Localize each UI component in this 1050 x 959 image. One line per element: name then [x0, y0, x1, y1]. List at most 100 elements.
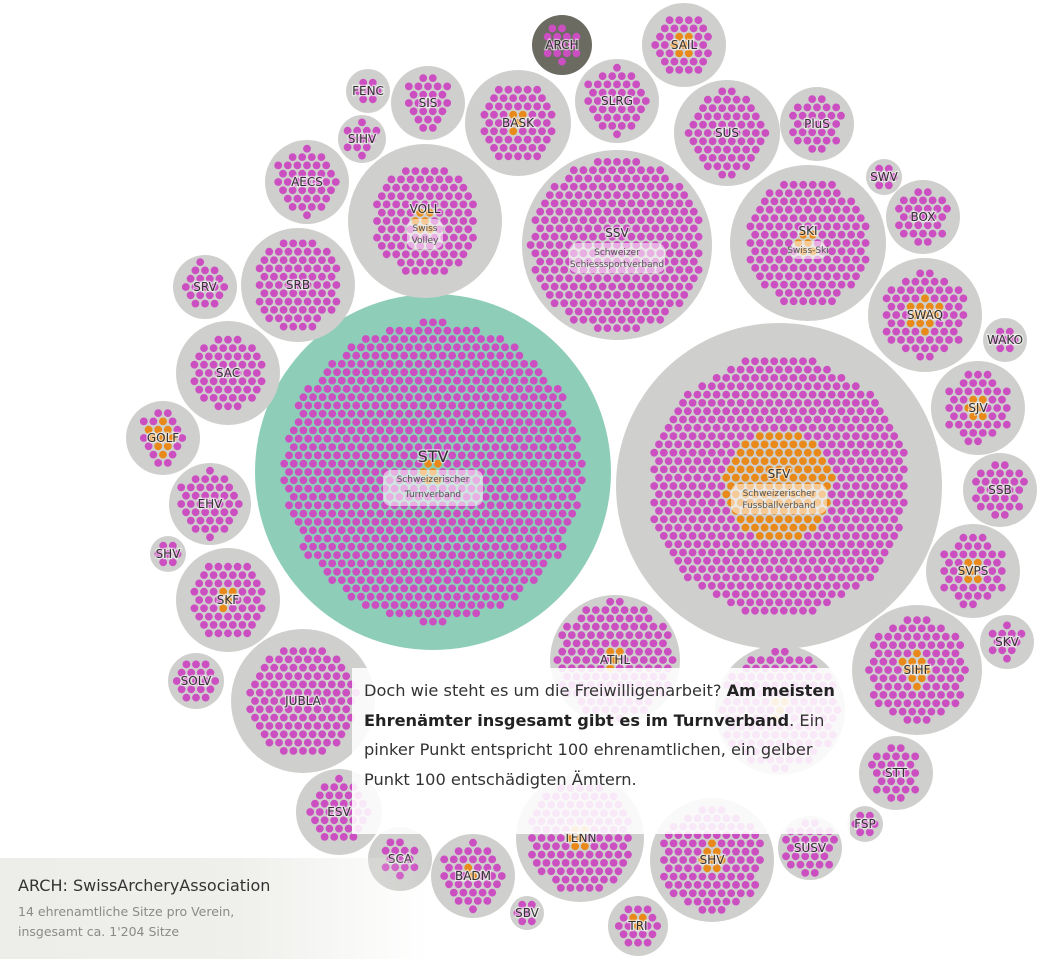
pink-dot-stv: [333, 401, 341, 410]
pink-dot-stv: [395, 443, 404, 451]
pink-dot-stv: [462, 509, 471, 518]
pink-dot-tenn: [571, 875, 580, 884]
pink-dot-stv: [371, 551, 380, 559]
bubble-swaq[interactable]: SWAQ: [868, 258, 982, 372]
bubble-tri[interactable]: TRI: [608, 896, 668, 956]
pink-dot-susv: [810, 869, 819, 877]
bubble-sihf[interactable]: SIHF: [852, 605, 982, 735]
pink-dot-ssb: [976, 469, 985, 478]
pink-dot-stv: [371, 484, 380, 493]
bubble-aecs[interactable]: AECS: [265, 140, 349, 224]
pink-dot-stv: [496, 434, 505, 443]
pink-dot-slrg: [589, 88, 597, 97]
bubble-svps[interactable]: SVPS: [926, 524, 1020, 618]
bubble-bask[interactable]: BASK: [465, 70, 571, 176]
pink-dot-ssv: [622, 191, 631, 200]
pink-dot-sfv: [813, 365, 822, 374]
pink-dot-shv: [751, 864, 760, 873]
pink-dot-sfv: [842, 399, 851, 407]
bubble-jubla[interactable]: JUBLA: [231, 629, 375, 773]
bubble-sus[interactable]: SUS: [674, 80, 780, 186]
bubble-plus[interactable]: PluS: [780, 87, 854, 161]
pink-dot-stv: [381, 434, 389, 443]
bubble-swv[interactable]: SWV: [866, 159, 902, 195]
pink-dot-ski: [780, 180, 788, 189]
pink-dot-svps: [983, 592, 992, 600]
bubble-sbv[interactable]: SBV: [510, 896, 544, 930]
pink-dot-sfv: [703, 540, 711, 549]
pink-dot-swaq: [882, 311, 891, 319]
pink-dot-stv: [333, 385, 341, 393]
pink-dot-stv: [347, 343, 356, 352]
pink-dot-stv: [385, 559, 394, 568]
pink-dot-stv: [505, 351, 514, 360]
orange-dot-sfv: [760, 457, 769, 465]
pink-dot-stv: [371, 518, 380, 526]
pink-dot-jubla: [294, 688, 303, 697]
orange-dot-sihf: [917, 657, 926, 666]
bubble-srb[interactable]: SRB: [241, 228, 355, 342]
bubble-arch[interactable]: ARCH: [532, 15, 592, 75]
pink-dot-voll: [445, 208, 453, 217]
bubble-solv[interactable]: SOLV: [168, 653, 224, 709]
bubble-stt[interactable]: STT: [859, 736, 933, 810]
bubble-srv[interactable]: SRV: [173, 255, 237, 319]
bubble-sjv[interactable]: SJV: [931, 361, 1025, 455]
bubble-ehv[interactable]: EHV: [169, 463, 251, 545]
pink-dot-sfv: [875, 423, 884, 432]
pink-dot-ssv: [675, 266, 684, 274]
pink-dot-sail: [694, 66, 703, 74]
bubble-fenc[interactable]: FENC: [346, 69, 390, 113]
pink-dot-skf: [214, 562, 223, 571]
bubble-box[interactable]: BOX: [886, 180, 960, 254]
pink-dot-tenn: [604, 834, 613, 842]
bubble-fsp[interactable]: FSP: [847, 806, 883, 842]
pink-dot-jubla: [313, 722, 322, 730]
pink-dot-badm: [459, 888, 468, 897]
pink-dot-stv: [347, 476, 356, 485]
bubble-ssb[interactable]: SSB: [963, 453, 1037, 527]
pink-dot-stv: [472, 426, 481, 435]
pink-dot-stv: [510, 393, 519, 402]
pink-dot-stv: [496, 551, 505, 559]
pink-dot-esv: [335, 791, 343, 800]
pink-dot-stv: [529, 526, 538, 535]
bubble-label-stv: STV: [418, 447, 449, 466]
bubble-sail[interactable]: SAIL: [642, 3, 726, 87]
pink-dot-ssv: [641, 224, 650, 233]
pink-dot-sfv: [842, 515, 851, 524]
pink-dot-ssv: [560, 266, 569, 274]
pink-dot-sjv: [959, 379, 968, 387]
pink-dot-ssv: [550, 199, 559, 208]
pink-dot-ssv: [584, 174, 593, 183]
pink-dot-swaq: [897, 302, 905, 311]
pink-dot-sfv: [880, 515, 889, 524]
pink-dot-sjv: [969, 379, 978, 387]
pink-dot-stv: [510, 493, 519, 501]
bubble-shv[interactable]: SHV: [150, 536, 186, 572]
bubble-badm[interactable]: BADM: [431, 834, 515, 918]
bubble-label-shv: SHV: [700, 853, 726, 867]
pink-dot-sihf: [946, 674, 955, 683]
bubble-sublabel-bg-ski: [790, 241, 826, 259]
pink-dot-swaq: [940, 311, 949, 319]
bubble-slrg[interactable]: SLRG: [575, 59, 659, 143]
bubble-wako[interactable]: WAKO: [983, 318, 1027, 362]
pink-dot-sus: [713, 129, 722, 137]
pink-dot-sfv: [784, 399, 793, 407]
bubble-golf[interactable]: GOLF: [126, 401, 200, 475]
orange-dot-sfv: [760, 440, 769, 449]
bubble-sac[interactable]: SAC: [176, 321, 280, 425]
pink-dot-srb: [265, 247, 274, 256]
pink-dot-box: [919, 229, 927, 238]
bubble-sihv[interactable]: SIHV: [338, 115, 386, 163]
bubble-sis[interactable]: SIS: [391, 66, 465, 140]
bubble-skv[interactable]: SKV: [980, 615, 1034, 669]
pink-dot-solv: [206, 685, 215, 694]
bubble-skf[interactable]: SKF: [176, 548, 280, 652]
